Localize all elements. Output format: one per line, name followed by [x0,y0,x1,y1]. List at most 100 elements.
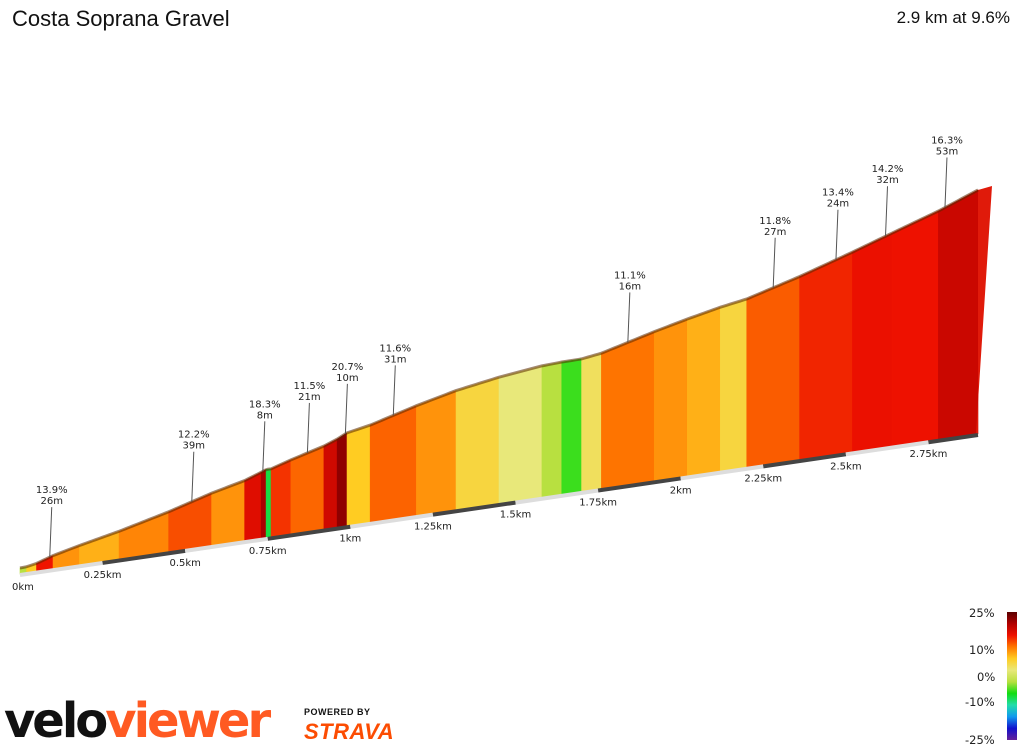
annotation-leader [835,209,839,260]
profile-segment [260,468,267,540]
annotation-leader [772,237,776,288]
profile-segment [686,306,721,477]
annotation-leader [944,157,948,208]
x-tick-label: 0km [12,582,34,593]
profile-segment [455,376,500,511]
profile-segment [891,210,939,447]
annotation-grade: 13.9% [36,485,68,496]
annotation-leader [344,383,348,434]
distance-axis-bar [19,560,103,577]
annotation-length: 26m [40,496,62,507]
profile-segment [852,232,893,453]
profile-segment [416,390,457,517]
distance-axis-bar [184,536,269,553]
profile-segment [265,468,272,539]
x-tick-label: 1.5km [500,510,531,521]
powered-by-label: POWERED BY [304,707,371,717]
profile-segment [541,361,563,499]
annotation-length: 53m [936,147,958,158]
profile-segment [653,318,688,482]
annotation-leader [191,451,195,502]
profile-segment [346,424,371,527]
annotation-length: 8m [257,410,273,421]
annotation-leader [306,402,310,453]
profile-segment [938,189,979,441]
distance-axis-bar [102,548,186,565]
profile-segment [581,352,602,493]
annotation-length: 24m [827,199,849,210]
annotation-leader [392,365,396,416]
x-tick-label: 1.75km [579,498,617,509]
annotation-length: 32m [876,175,898,186]
chart-title: Costa Soprana Gravel [12,6,230,31]
profile-end-face [976,186,992,434]
annotation-grade: 20.7% [331,362,363,373]
distance-axis-bar [350,512,434,529]
distance-axis-bar [928,433,979,445]
profile-segment [244,471,262,542]
x-tick-label: 0.25km [84,570,122,581]
elevation-profile: 0km 0.25km 0.5km 0.75km 1km 1.25km 1.5km 1.75km… [12,136,992,593]
x-tick-label: 2.5km [830,461,861,472]
x-tick-label: 2km [670,485,692,496]
distance-axis-bar [267,524,351,541]
legend-label-0: 0% [977,670,996,684]
profile-segment [498,365,543,505]
legend-label-25: 25% [969,606,995,620]
legend-label-minus10: -10% [965,695,995,709]
x-tick-label: 2.25km [744,473,782,484]
profile-segment [720,298,748,473]
annotation-length: 10m [336,373,358,384]
annotation-leader [49,507,53,558]
profile-segment [336,432,348,529]
annotation-length: 27m [764,227,786,238]
x-tick-label: 0.5km [169,558,200,569]
distance-axis-bar [762,452,847,469]
annotation-grade: 11.1% [614,270,646,281]
profile-segment [323,438,338,530]
profile-segment [270,459,292,538]
legend-colorbar-bar [1007,612,1017,740]
segment-layer [19,186,992,575]
veloviewer-logo[interactable]: veloviewer [4,697,271,745]
legend-colorbar [1007,612,1017,740]
x-tick-label: 1km [339,534,361,545]
legend-label-minus25: -25% [965,733,995,747]
annotation-grade: 11.5% [294,381,326,392]
distance-axis-bar [597,476,681,493]
x-tick-label: 1.25km [414,522,452,533]
distance-axis-bar [680,464,764,481]
annotation-leader [885,186,889,237]
annotation-length: 31m [384,354,406,365]
annotation-length: 16m [619,281,641,292]
legend-label-10: 10% [969,643,995,657]
annotation-grade: 11.6% [379,343,411,354]
distance-axis-bar [432,500,516,517]
annotation-grade: 12.2% [178,430,210,441]
annotation-leader [627,292,631,343]
profile-segment [746,276,800,469]
veloviewer-logo-velo: velo [4,693,108,749]
profile-segment [601,331,655,490]
distance-axis-bar [845,440,929,457]
annotation-length: 39m [183,441,205,452]
annotation-grade: 13.4% [822,188,854,199]
profile-segment [561,358,582,496]
climb-summary: 2.9 km at 9.6% [896,8,1010,27]
annotation-layer: 13.9%26m 12.2%39m 18.3%8m 11.5%21m 20.7%10m 1… [36,136,963,558]
x-tick-label: 2.75km [910,449,948,460]
profile-top-edge [19,188,979,570]
annotation-length: 21m [298,392,320,403]
annotation-grade: 18.3% [249,399,281,410]
gradient-legend: 25% 10% 0% -10% -25% [955,604,1024,750]
annotation-grade: 14.2% [872,164,904,175]
annotation-grade: 16.3% [931,136,963,147]
strava-logo[interactable]: STRAVA [304,719,395,744]
profile-segment [799,251,853,461]
annotation-grade: 11.8% [759,216,791,227]
veloviewer-strava-branding: veloviewer POWERED BY STRAVA [0,685,420,750]
x-tick-label: 0.75km [249,546,287,557]
annotation-leader [262,421,266,472]
distance-axis: 0km 0.25km 0.5km 0.75km 1km 1.25km 1.5km 1.75km… [12,433,979,593]
distance-axis-bar [515,488,599,505]
